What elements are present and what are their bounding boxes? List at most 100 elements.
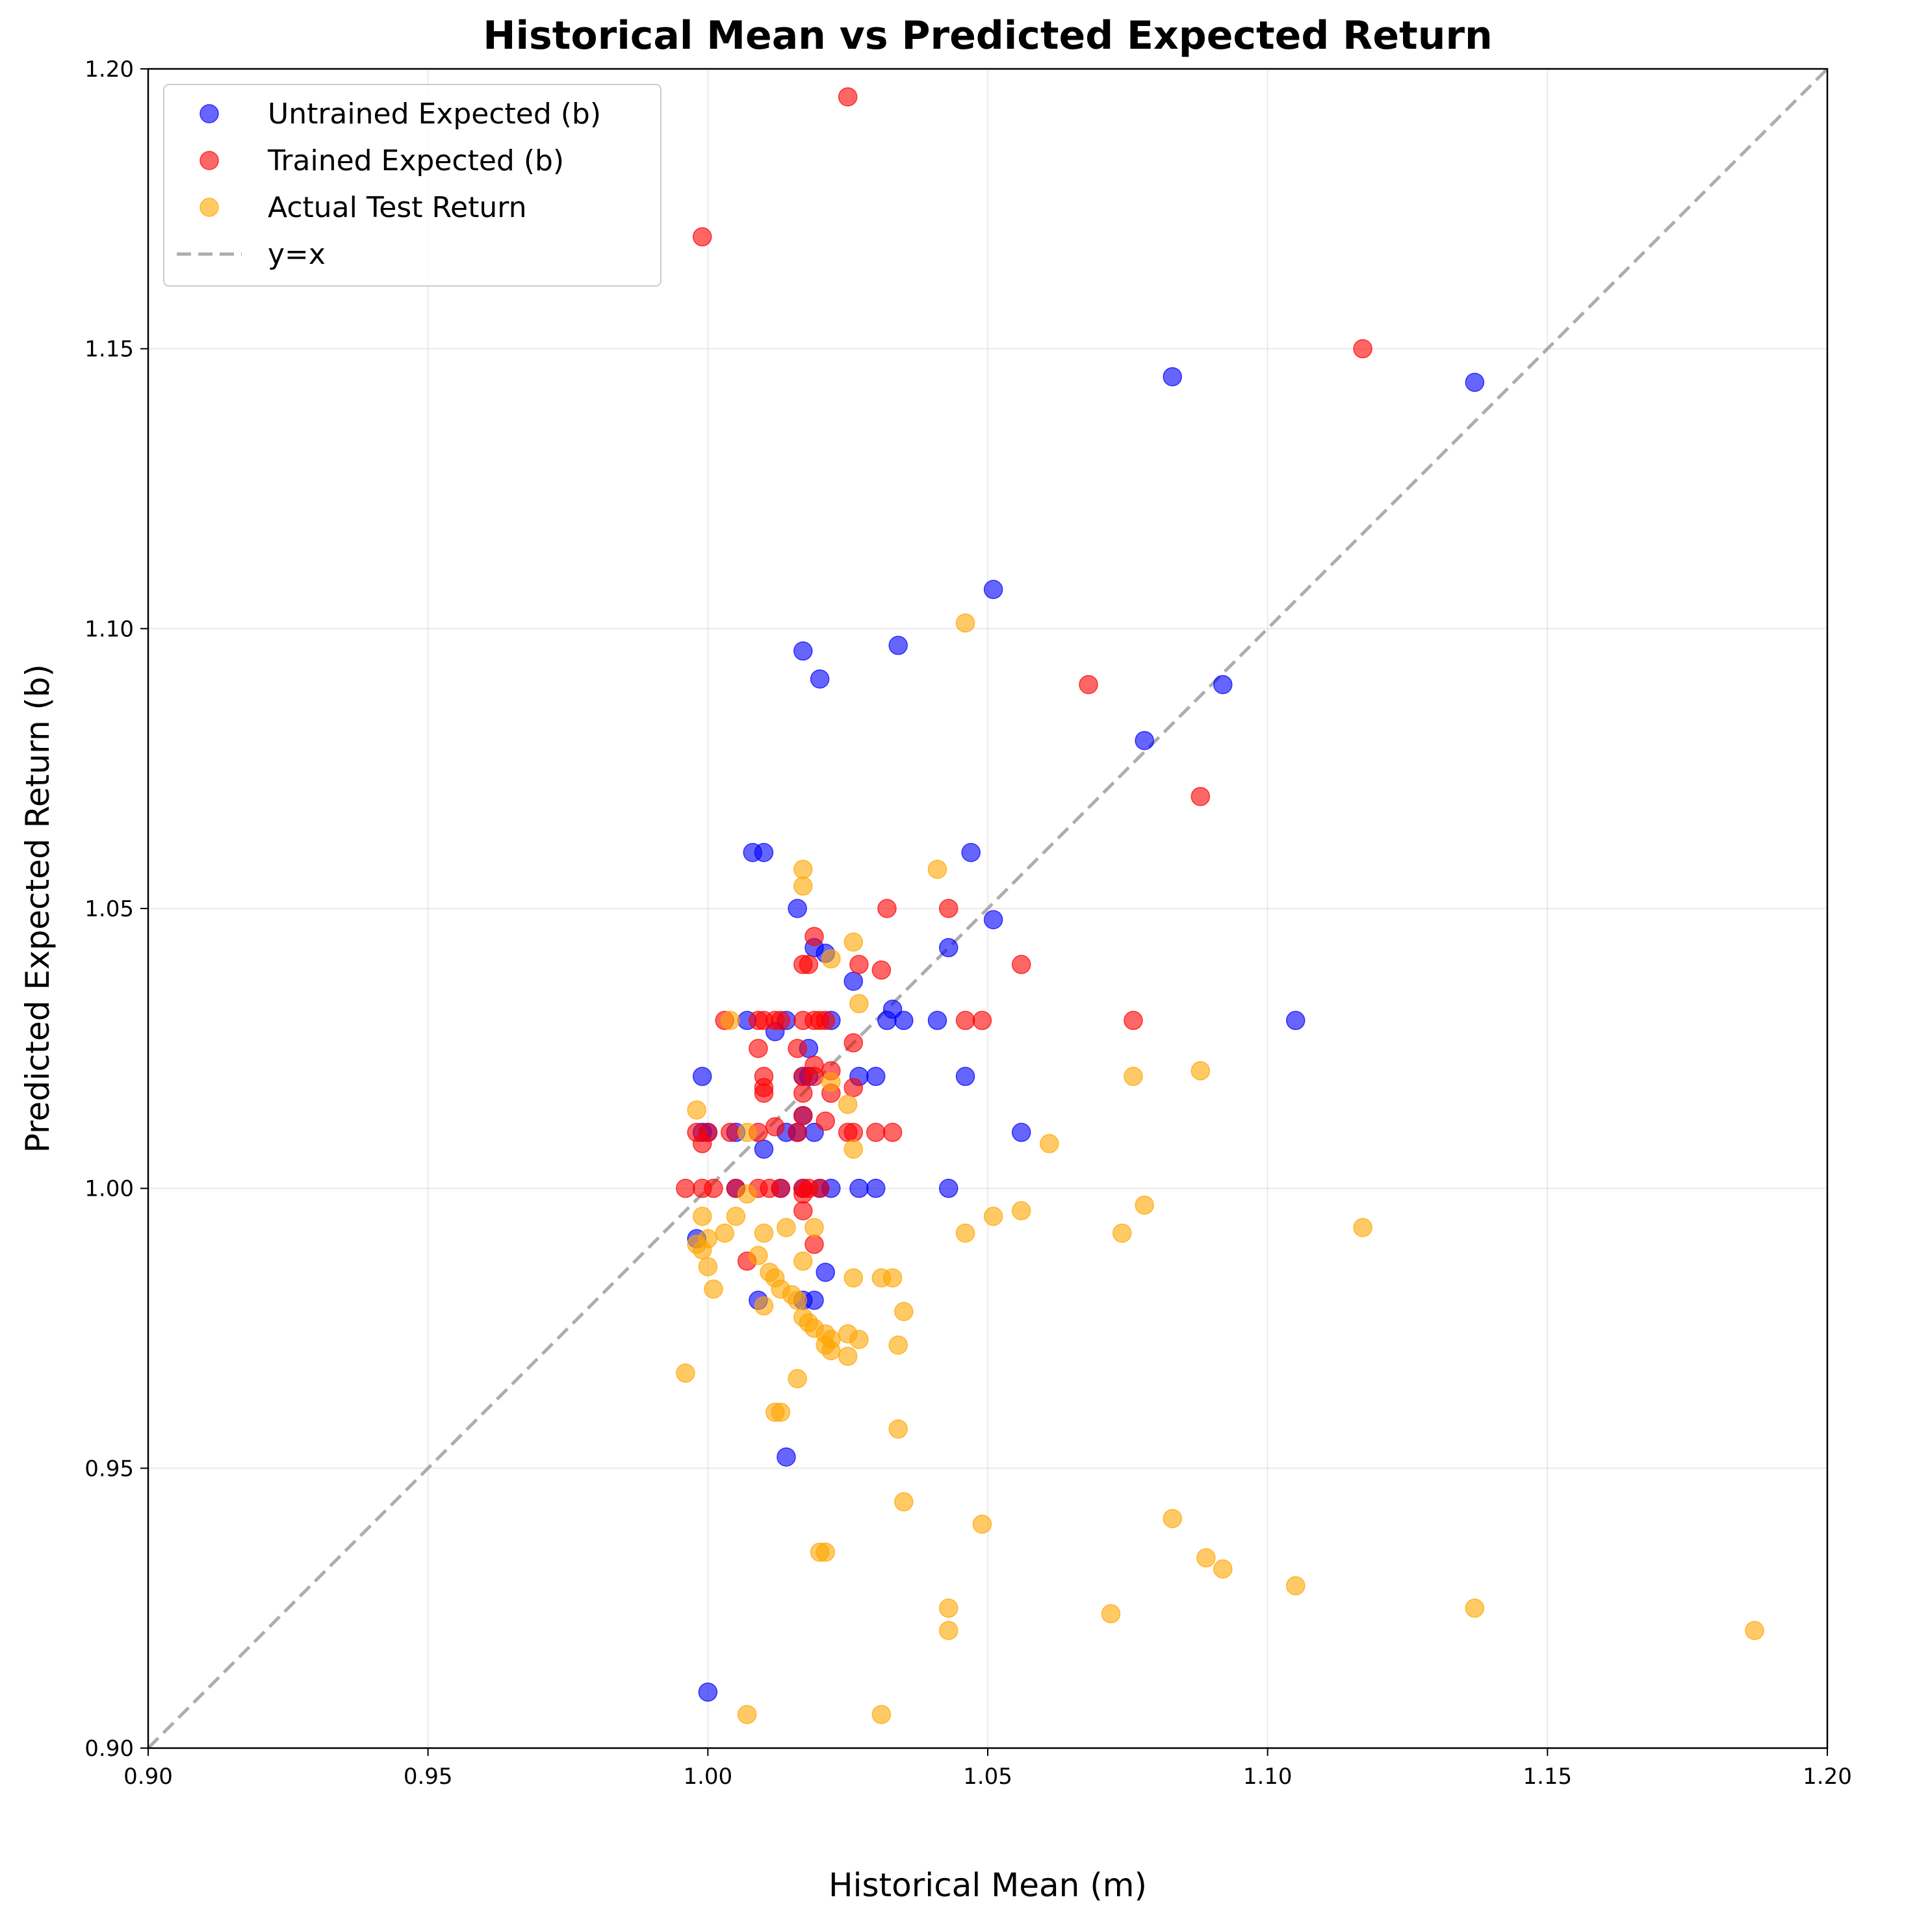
data-point <box>704 1279 723 1299</box>
data-point <box>894 1492 914 1512</box>
data-point <box>866 1122 886 1142</box>
data-point <box>843 1268 864 1288</box>
legend-marker <box>199 151 219 170</box>
data-point <box>882 1122 903 1142</box>
data-point <box>955 1223 975 1243</box>
data-points <box>676 87 1764 1725</box>
data-point <box>754 1139 774 1159</box>
data-point <box>821 1072 841 1092</box>
legend-label: Actual Test Return <box>268 191 526 224</box>
data-point <box>754 1083 774 1103</box>
data-point <box>888 636 908 655</box>
data-point <box>1213 675 1233 695</box>
data-point <box>793 1083 813 1103</box>
x-tick-label: 1.05 <box>963 1764 1012 1790</box>
data-point <box>838 1346 858 1366</box>
data-point <box>692 1240 712 1260</box>
data-point <box>754 1223 774 1243</box>
data-point <box>1285 1576 1306 1595</box>
reference-line <box>147 68 1829 1749</box>
data-point <box>866 1066 886 1087</box>
data-point <box>804 1235 824 1254</box>
data-point <box>866 1178 886 1198</box>
legend-label: Trained Expected (b) <box>267 144 564 177</box>
x-tick-label: 1.20 <box>1803 1764 1852 1790</box>
x-tick-label: 0.90 <box>123 1764 173 1790</box>
data-point <box>777 1218 796 1237</box>
data-point <box>1124 1066 1143 1087</box>
legend-box <box>163 84 662 287</box>
legend: Untrained Expected (b) Trained Expected (… <box>163 84 662 287</box>
data-point <box>1124 1011 1143 1031</box>
data-point <box>793 641 813 661</box>
data-point <box>1039 1134 1059 1153</box>
data-point <box>927 859 947 879</box>
data-point <box>816 1111 835 1131</box>
x-tick-label: 1.10 <box>1243 1764 1293 1790</box>
data-point <box>972 1011 992 1031</box>
data-point <box>793 1105 813 1126</box>
y-axis-label: Predicted Expected Return (b) <box>19 664 57 1153</box>
data-point <box>843 1033 864 1053</box>
data-point <box>972 1514 992 1534</box>
data-point <box>871 1705 892 1725</box>
data-point <box>955 1011 975 1031</box>
data-point <box>927 1011 947 1031</box>
data-point <box>754 843 774 862</box>
data-point <box>882 999 903 1019</box>
data-point <box>1745 1621 1764 1640</box>
data-point <box>1353 339 1372 359</box>
data-point <box>821 1341 841 1361</box>
data-point <box>1213 1559 1233 1579</box>
data-point <box>888 1335 908 1355</box>
data-point <box>793 1201 813 1220</box>
data-point <box>692 1134 712 1153</box>
data-point <box>737 1184 757 1204</box>
data-point <box>765 1117 785 1137</box>
series-2 <box>676 613 1764 1725</box>
data-point <box>849 955 869 974</box>
data-point <box>938 938 959 958</box>
data-point <box>1135 730 1154 751</box>
legend-label: Untrained Expected (b) <box>268 97 601 131</box>
legend-marker <box>199 104 219 123</box>
data-point <box>1011 955 1031 974</box>
reference-line-y-equals-x <box>147 68 1829 1749</box>
x-tick-label: 1.00 <box>683 1764 732 1790</box>
data-point <box>838 87 858 107</box>
data-point <box>698 1682 718 1702</box>
data-point <box>804 1218 824 1237</box>
data-point <box>816 1011 835 1031</box>
data-point <box>737 1122 757 1142</box>
data-point <box>983 1206 1003 1226</box>
data-point <box>810 1178 830 1198</box>
x-axis-label: Historical Mean (m) <box>829 1866 1147 1904</box>
data-point <box>687 1100 706 1120</box>
data-point <box>804 1291 824 1310</box>
data-point <box>1163 1509 1182 1528</box>
data-point <box>788 1038 807 1059</box>
data-point <box>843 932 864 952</box>
data-point <box>843 1077 864 1098</box>
data-point <box>676 1178 695 1198</box>
data-point <box>938 899 959 918</box>
x-tick-label: 1.15 <box>1523 1764 1572 1790</box>
data-point <box>698 1257 718 1277</box>
y-tick-label: 1.10 <box>84 616 134 642</box>
data-point <box>1353 1218 1372 1237</box>
data-point <box>692 1206 712 1226</box>
data-point <box>843 972 864 991</box>
data-point <box>765 1402 785 1422</box>
legend-marker <box>199 198 219 217</box>
data-point <box>721 1011 740 1031</box>
x-axis-ticks: 0.90 0.95 1.00 1.05 1.10 1.15 1.20 <box>123 1748 1852 1790</box>
data-point <box>871 960 892 980</box>
data-point <box>938 1178 959 1198</box>
data-point <box>843 1139 864 1159</box>
data-point <box>676 1363 695 1383</box>
y-axis-ticks: 0.90 0.95 1.00 1.05 1.10 1.15 1.20 <box>84 57 148 1762</box>
series-1 <box>676 87 1372 1271</box>
data-point <box>1079 675 1098 695</box>
